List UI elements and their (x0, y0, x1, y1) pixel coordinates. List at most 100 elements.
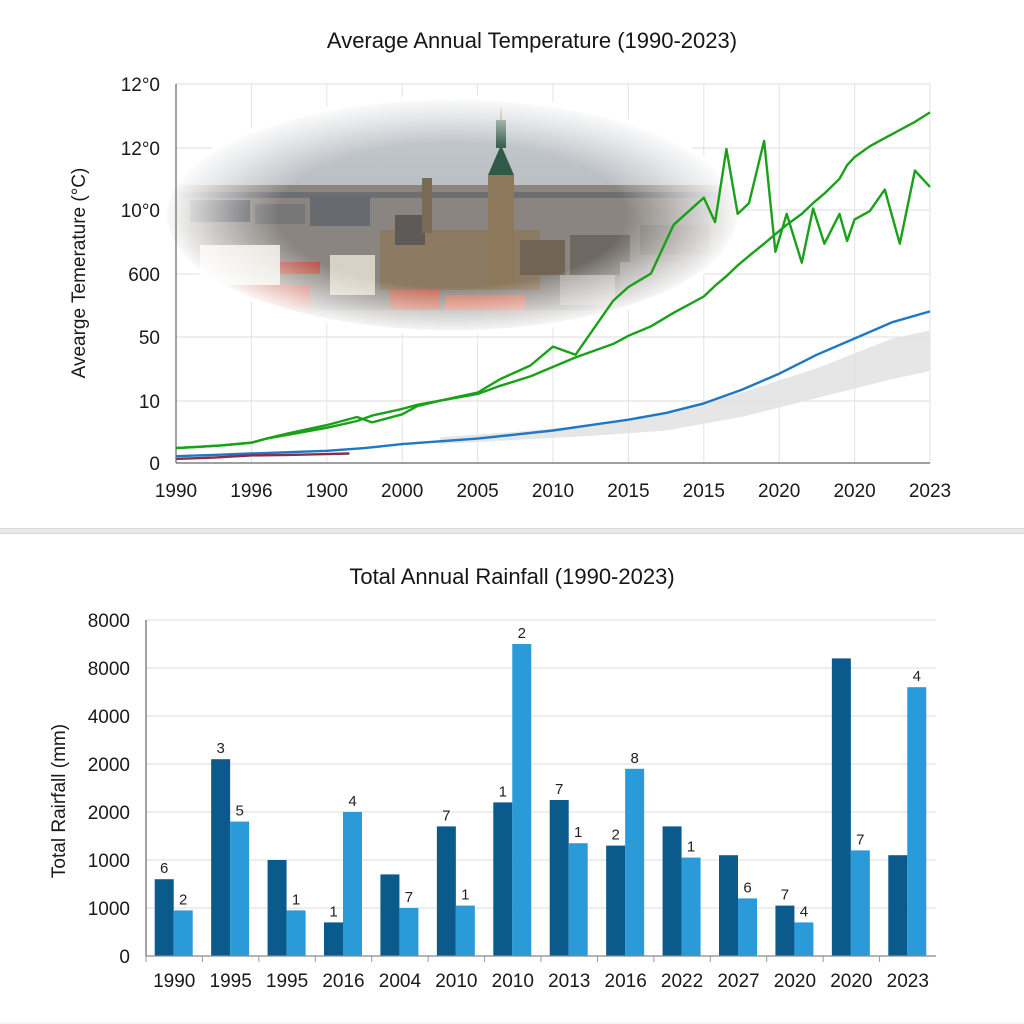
rainfall-data-label: 2 (611, 827, 619, 844)
temperature-y-tick-label: 10 (139, 392, 160, 413)
rainfall-x-tick-label: 2010 (492, 971, 534, 992)
rainfall-chart-title: Total Annual Rainfall (1990-2023) (349, 564, 675, 589)
rainfall-data-label: 7 (442, 807, 450, 824)
rainfall-data-label: 4 (800, 903, 808, 920)
rainfall-bar-series-1 (286, 910, 306, 956)
temperature-range-band (439, 330, 930, 445)
rainfall-y-tick-label: 1000 (88, 899, 130, 920)
rainfall-bar-series-0 (324, 922, 343, 956)
rainfall-bar-series-0 (831, 658, 851, 956)
temperature-series-2-line (175, 452, 350, 461)
rainfall-x-tick-label: 2004 (379, 971, 422, 992)
rainfall-axes: 0 1000 1000 2000 2000 4000 8000 8000 1990 1995 199… (88, 611, 936, 992)
rainfall-x-tick-label: 2016 (322, 971, 364, 992)
photo-vignette (162, 95, 742, 335)
rainfall-y-tick-label: 8000 (88, 659, 130, 680)
rainfall-data-label: 2 (518, 625, 526, 642)
temperature-x-tick-label: 2020 (758, 481, 800, 502)
rainfall-bar-series-1 (399, 908, 419, 956)
temperature-x-tick-label: 2005 (456, 481, 498, 502)
rainfall-bar-series-0 (888, 855, 908, 956)
rainfall-x-tick-label: 2022 (661, 971, 703, 992)
rainfall-data-label: 1 (687, 839, 695, 856)
rainfall-bar-series-0 (267, 860, 287, 956)
panel-divider (0, 528, 1024, 534)
temperature-y-tick-label: 12°0 (121, 75, 160, 96)
rainfall-data-label: 7 (405, 889, 413, 906)
rainfall-bar-series-1 (625, 768, 645, 956)
rainfall-x-tick-label: 2010 (435, 971, 477, 992)
rainfall-data-label: 2 (179, 891, 187, 908)
rainfall-bar-series-0 (493, 802, 513, 956)
rainfall-bar-series-1 (794, 922, 814, 956)
temperature-x-tick-label: 2015 (683, 481, 725, 502)
temperature-x-tick-label: 2010 (532, 481, 574, 502)
temperature-chart-title: Average Annual Temperature (1990-2023) (326, 28, 738, 53)
rainfall-data-label: 6 (160, 860, 168, 877)
rainfall-data-label: 6 (743, 879, 751, 896)
temperature-x-tick-label: 2020 (833, 481, 875, 502)
rainfall-bar-series-1 (850, 850, 870, 956)
rainfall-y-tick-label: 0 (119, 947, 130, 968)
rainfall-x-tick-label: 2016 (605, 971, 647, 992)
rainfall-bar-series-1 (568, 843, 588, 956)
rainfall-bar-series-1 (512, 644, 532, 956)
rainfall-bar-series-0 (662, 826, 682, 956)
rainfall-y-tick-label: 1000 (88, 851, 130, 872)
temperature-y-tick-label: 0 (149, 454, 160, 475)
rainfall-data-label: 1 (329, 903, 337, 920)
temperature-x-tick-label: 2000 (381, 481, 423, 502)
rainfall-chart-panel: Total Annual Rainfall (1990-2023) Total … (0, 534, 1024, 1022)
rainfall-data-label: 7 (555, 781, 563, 798)
rainfall-data-label: 1 (499, 783, 507, 800)
rainfall-x-tick-label: 1990 (153, 971, 195, 992)
rainfall-bar-series-0 (436, 826, 456, 956)
temperature-chart-panel: Average Annual Temperature (1990-2023) A… (0, 0, 1024, 528)
rainfall-data-label: 3 (216, 740, 224, 757)
rainfall-grid (146, 619, 936, 957)
rainfall-data-label: 8 (630, 750, 638, 767)
rainfall-bar-series-1 (230, 821, 250, 956)
rainfall-x-tick-label: 2023 (887, 971, 929, 992)
rainfall-bar-series-0 (211, 759, 231, 956)
rainfall-x-tick-label: 1995 (266, 971, 308, 992)
rainfall-data-label: 1 (574, 824, 582, 841)
temperature-series-0-line (175, 139, 931, 450)
rainfall-y-tick-label: 4000 (88, 707, 130, 728)
rainfall-bar-series-0 (154, 879, 174, 956)
rainfall-bar-series-1 (907, 687, 927, 956)
temperature-band-area (439, 330, 930, 445)
rainfall-data-label: 4 (913, 668, 921, 685)
rainfall-y-tick-label: 2000 (88, 755, 130, 776)
rainfall-x-tick-label: 2020 (774, 971, 816, 992)
temperature-x-tick-label: 2023 (909, 481, 951, 502)
temperature-series-0-trend-line (175, 111, 931, 450)
rainfall-x-tick-label: 2013 (548, 971, 590, 992)
temperature-y-tick-label: 10°0 (121, 201, 160, 222)
rainfall-data-label: 4 (348, 793, 356, 810)
rainfall-x-tick-label: 1995 (210, 971, 252, 992)
rainfall-x-tick-label: 2027 (717, 971, 759, 992)
rainfall-y-tick-label: 8000 (88, 611, 130, 632)
rainfall-bar-series-1 (173, 910, 193, 956)
rainfall-data-label: 1 (461, 887, 469, 904)
temperature-axes: 0 10 50 600 10°0 12°0 12°0 1990 1996 1900 2000 2005… (121, 75, 951, 502)
rainfall-x-tick-label: 2020 (830, 971, 872, 992)
rainfall-data-label: 7 (781, 887, 789, 904)
temperature-series-lines (175, 111, 931, 461)
rainfall-bar-series-1 (681, 857, 701, 956)
rainfall-bar-series-0 (719, 855, 738, 956)
rainfall-bar-series-0 (606, 845, 626, 956)
temperature-y-tick-label: 50 (139, 328, 160, 349)
temperature-x-tick-label: 1996 (230, 481, 272, 502)
rainfall-bar-series-1 (738, 898, 757, 956)
temperature-x-tick-label: 2015 (607, 481, 649, 502)
temperature-x-tick-label: 1900 (306, 481, 348, 502)
temperature-y-tick-label: 600 (128, 265, 160, 286)
temperature-series-1-line (175, 310, 931, 458)
rainfall-bar-series-1 (455, 905, 475, 956)
temperature-y-tick-label: 12°0 (121, 139, 160, 160)
rainfall-bar-series-0 (549, 800, 569, 956)
